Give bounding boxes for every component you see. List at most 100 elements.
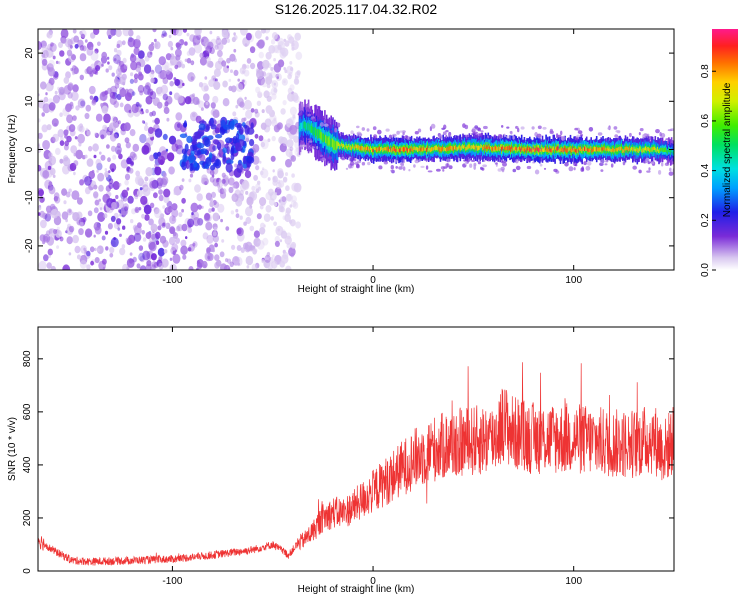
- noise-blob: [51, 118, 59, 127]
- signal-cell: [373, 146, 376, 151]
- noise-blob: [162, 205, 166, 209]
- noise-blob: [245, 137, 250, 143]
- noise-blob: [182, 254, 187, 260]
- halo-blob: [515, 165, 521, 171]
- noise-blob: [46, 33, 51, 38]
- signal-cell: [639, 146, 641, 152]
- noise-blob: [202, 232, 209, 240]
- signal-cell: [557, 145, 559, 151]
- halo-blob: [622, 161, 625, 166]
- noise-blob: [282, 177, 288, 183]
- noise-blob: [200, 107, 204, 111]
- signal-cell: [399, 147, 402, 153]
- signal-cell: [491, 146, 493, 152]
- halo-blob: [473, 165, 476, 170]
- signal-cell: [560, 147, 563, 152]
- noise-blob: [192, 143, 198, 152]
- halo-blob: [301, 103, 304, 109]
- signal-cell: [405, 147, 407, 151]
- halo-blob: [549, 128, 554, 133]
- signal-cell: [317, 128, 320, 139]
- noise-blob: [164, 222, 168, 227]
- signal-cell: [344, 145, 347, 150]
- snr-frame: [37, 326, 675, 572]
- signal-cell: [553, 146, 555, 151]
- noise-blob: [232, 255, 240, 266]
- noise-blob: [295, 221, 301, 229]
- signal-cell: [492, 147, 494, 151]
- halo-blob: [297, 113, 303, 116]
- noise-blob: [277, 44, 282, 51]
- noise-blob: [225, 226, 230, 231]
- noise-blob: [116, 49, 122, 57]
- noise-blob: [165, 222, 171, 229]
- halo-blob: [659, 132, 662, 137]
- noise-blob: [94, 48, 99, 54]
- signal-cell: [610, 148, 612, 152]
- signal-cell: [474, 145, 476, 150]
- noise-blob: [109, 246, 115, 254]
- signal-cell: [395, 148, 397, 153]
- noise-blob: [150, 77, 155, 84]
- noise-blob: [71, 66, 79, 75]
- noise-blob: [120, 197, 125, 202]
- signal-cell: [619, 146, 621, 151]
- top-x-tick-label: 0: [370, 275, 376, 286]
- noise-blob: [66, 208, 73, 216]
- halo-blob: [469, 163, 473, 168]
- noise-blob: [58, 86, 66, 96]
- noise-blob: [231, 36, 236, 43]
- noise-blob: [164, 101, 169, 107]
- signal-cell: [633, 146, 636, 151]
- noise-blob: [112, 54, 121, 65]
- noise-blob: [100, 154, 106, 161]
- signal-cell: [378, 147, 380, 151]
- noise-blob: [62, 266, 69, 270]
- signal-cell: [500, 144, 502, 150]
- halo-blob: [396, 130, 400, 135]
- halo-blob: [345, 167, 349, 170]
- noise-blob: [254, 30, 262, 39]
- noise-blob: [108, 170, 111, 174]
- noise-blob: [65, 71, 71, 79]
- signal-cell: [407, 147, 409, 153]
- signal-cell: [523, 146, 526, 152]
- noise-blob: [230, 69, 233, 73]
- signal-cell: [362, 146, 364, 151]
- signal-cell: [347, 145, 350, 150]
- noise-blob: [135, 170, 141, 177]
- noise-blob: [125, 92, 132, 102]
- noise-blob: [169, 263, 177, 270]
- signal-cell: [524, 148, 527, 153]
- halo-blob: [483, 159, 486, 162]
- noise-blob: [98, 202, 104, 209]
- signal-cell: [328, 136, 331, 145]
- noise-blob: [70, 145, 78, 154]
- noise-blob: [270, 87, 278, 96]
- signal-cell: [557, 146, 560, 150]
- noise-blob: [121, 40, 126, 46]
- signal-cell: [572, 146, 574, 151]
- noise-blob: [271, 260, 278, 269]
- signal-cell: [622, 149, 625, 153]
- signal-cell: [422, 146, 425, 151]
- noise-blob: [61, 188, 68, 196]
- signal-cell: [526, 148, 528, 153]
- noise-blob: [49, 42, 57, 52]
- noise-blob: [74, 245, 81, 254]
- signal-cell: [333, 140, 335, 150]
- halo-blob: [402, 166, 406, 171]
- noise-blob: [128, 167, 134, 174]
- signal-cell: [599, 147, 602, 152]
- noise-blob: [49, 167, 56, 176]
- noise-blob: [124, 173, 131, 181]
- noise-blob: [256, 240, 265, 250]
- signal-cell: [321, 132, 323, 141]
- noise-blob: [207, 256, 211, 260]
- noise-blob: [120, 159, 128, 169]
- signal-cell: [630, 147, 632, 152]
- noise-blob: [210, 124, 217, 130]
- noise-blob: [211, 207, 215, 212]
- noise-blob: [94, 257, 100, 264]
